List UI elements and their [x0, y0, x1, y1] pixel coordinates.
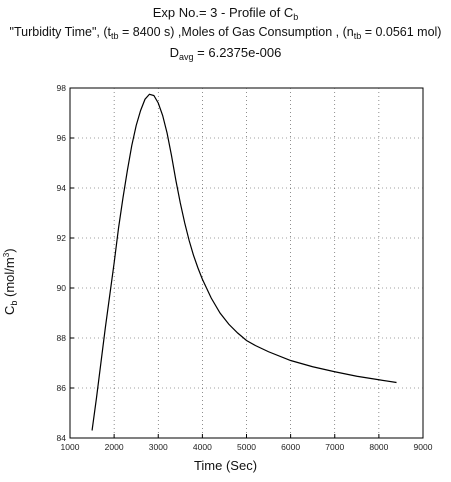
x-tick-label: 2000 [105, 442, 124, 452]
title-line-2-b: = 8400 s) ,Moles of Gas Consumption , (n [118, 25, 354, 39]
grid-layer [70, 88, 423, 438]
y-tick-label: 86 [57, 383, 67, 393]
y-axis-label-sub: b [9, 300, 19, 306]
x-tick-label: 5000 [237, 442, 256, 452]
title-line-2-a: "Turbidity Time", (t [9, 25, 111, 39]
y-tick-label: 84 [57, 433, 67, 443]
x-tick-label: 9000 [414, 442, 433, 452]
x-tick-label: 4000 [193, 442, 212, 452]
title-line-2-a-sub: tb [111, 31, 119, 41]
title-line-2-b-sub: tb [353, 31, 362, 41]
title-line-3-main: D [169, 45, 180, 60]
y-axis-label-main: C [2, 305, 17, 315]
tick-layer: 1000 2000 3000 4000 5000 6000 7000 8000 9000 84 86… [57, 83, 433, 452]
y-axis-label-unit-sup: 3 [2, 252, 11, 258]
x-tick-label: 8000 [369, 442, 388, 452]
y-axis-label: Cb (mol/m3) [2, 248, 19, 315]
y-tick-label: 90 [57, 283, 67, 293]
y-axis-label-unit-a: (mol/m [2, 257, 17, 301]
x-tick-label: 7000 [325, 442, 344, 452]
y-tick-label: 88 [57, 333, 67, 343]
y-axis-label-unit-b: ) [2, 248, 17, 253]
y-tick-label: 94 [57, 183, 67, 193]
y-tick-label: 98 [57, 83, 67, 93]
chart-title-line-3: Davg = 6.2375e-006 [0, 45, 451, 62]
x-tick-label: 3000 [149, 442, 168, 452]
series-line [91, 93, 397, 431]
title-line-2-c: = 0.0561 mol) [361, 25, 442, 39]
title-line-1-sub: b [293, 12, 299, 22]
chart-title-line-1: Exp No.= 3 - Profile of Cb [0, 5, 451, 22]
y-tick-label: 96 [57, 133, 67, 143]
x-axis-label: Time (Sec) [193, 458, 258, 473]
title-line-3-rest: = 6.2375e-006 [193, 45, 282, 60]
y-tick-label: 92 [57, 233, 67, 243]
y-axis-label-wrapper: Cb (mol/m3) [2, 0, 22, 482]
chart-title-line-2: "Turbidity Time", (ttb = 8400 s) ,Moles … [0, 25, 451, 41]
x-tick-label: 6000 [281, 442, 300, 452]
title-line-3-sub: avg [179, 52, 194, 62]
title-line-1-main: Exp No.= 3 - Profile of C [152, 5, 294, 20]
series-layer [91, 93, 397, 431]
x-tick-label: 1000 [61, 442, 80, 452]
